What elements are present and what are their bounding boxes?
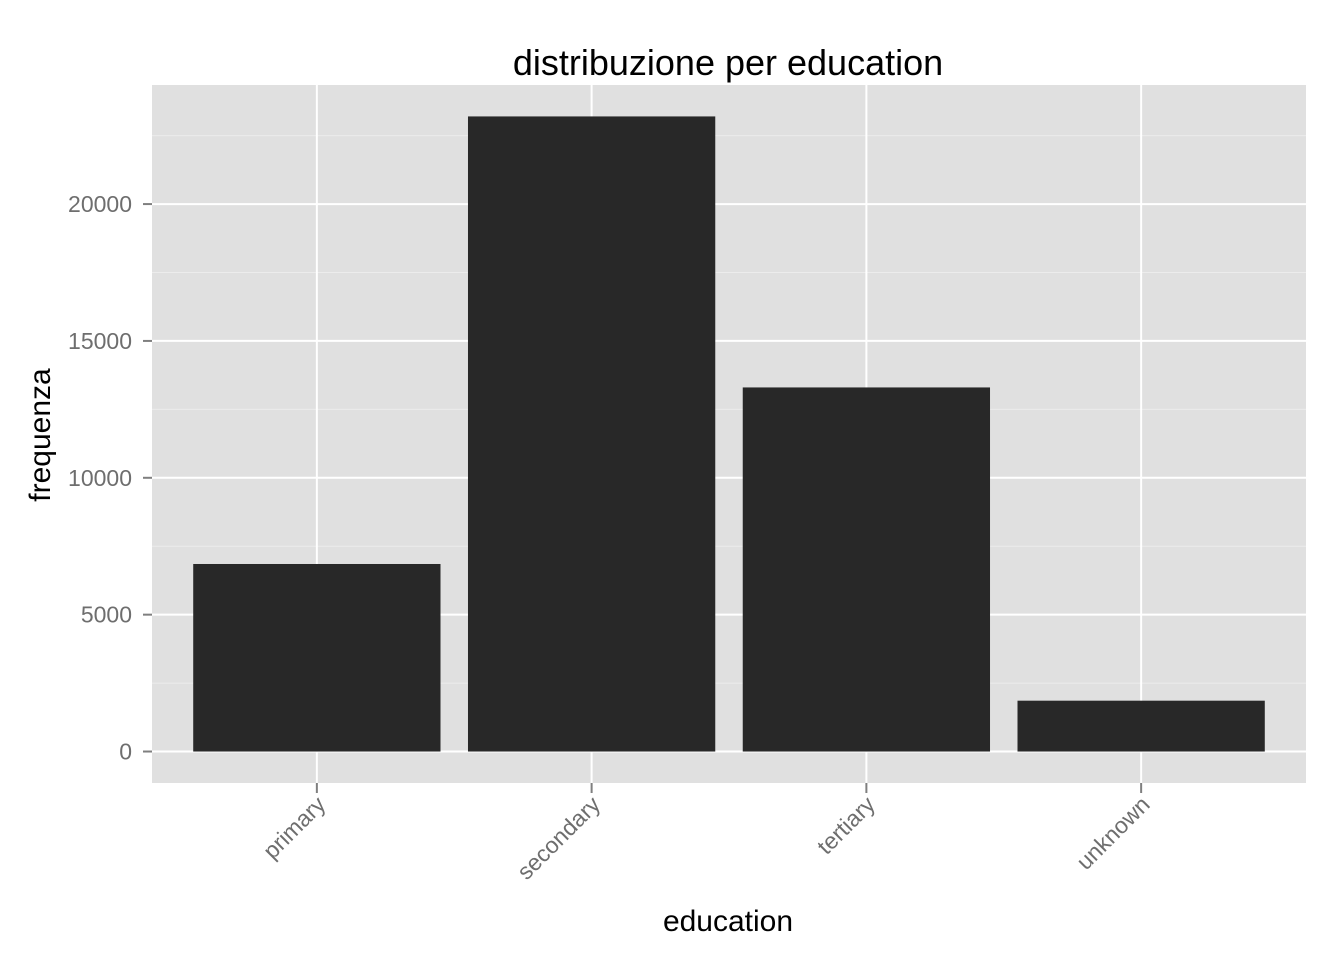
y-tick-label: 15000 [68, 328, 132, 354]
bar-unknown [1017, 700, 1265, 752]
y-tick-label: 5000 [81, 602, 132, 628]
x-axis-title: education [663, 905, 793, 938]
x-tick-label-tertiary: tertiary [812, 791, 880, 859]
y-tick-label: 0 [119, 739, 132, 765]
x-tick-label-secondary: secondary [512, 791, 606, 885]
bar-primary [193, 563, 441, 752]
x-tick-label-unknown: unknown [1071, 791, 1154, 874]
y-tick-label: 10000 [68, 465, 132, 491]
y-axis: 0 5000 10000 15000 20000 [68, 191, 152, 765]
bar-secondary [467, 116, 716, 752]
chart-title: distribuzione per education [513, 42, 943, 83]
x-axis: primary secondary tertiary unknown [258, 783, 1155, 885]
y-tick-label: 20000 [68, 191, 132, 217]
bar-tertiary [742, 387, 991, 752]
bars [193, 116, 1265, 752]
x-tick-label-primary: primary [258, 791, 331, 864]
y-axis-title: frequenza [24, 368, 57, 502]
